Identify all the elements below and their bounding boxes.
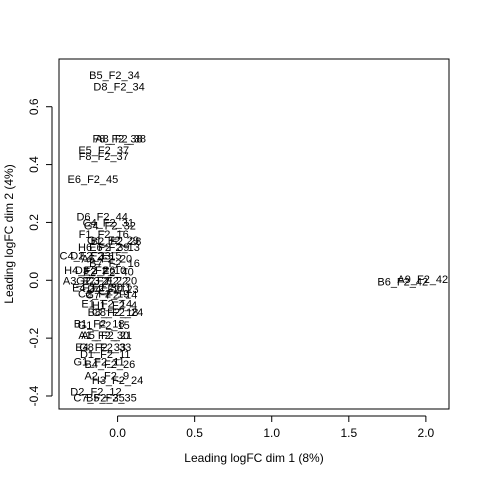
point-label: G7_F2_14 <box>85 290 137 302</box>
point-label: D2_F2_12 <box>70 387 121 399</box>
point-label: H1_F2_4 <box>92 300 137 312</box>
y-axis: -0.4 -0.2 0.0 0.2 0.4 0.6 <box>27 98 53 406</box>
point-label: G1_F2_11 <box>73 356 124 368</box>
point-label: G2_F2_22 <box>76 275 128 287</box>
point-label: D8_F2_34 <box>93 81 144 93</box>
point-label: G1_F2_15 <box>78 320 130 332</box>
point-label: D2_F2_15 <box>70 251 121 263</box>
point-label: B5_F2_35 <box>86 392 137 404</box>
point-label: A3_F2_21 <box>63 275 114 287</box>
point-label: C4_F2_31 <box>83 217 134 229</box>
point-label: E2_F2_40 <box>83 267 134 279</box>
y-tick-label: -0.2 <box>27 327 41 348</box>
point-label: A2_F2_9 <box>84 371 129 383</box>
x-axis-title: Leading logFC dim 1 (8%) <box>184 451 323 465</box>
y-tick-label: 0.2 <box>27 214 41 231</box>
point-label: G4_F2_32 <box>84 220 136 232</box>
point-label: B6_F2_42 <box>377 277 428 289</box>
point-label: C8_F2_24 <box>92 307 143 319</box>
point-label: C7_F2_35 <box>73 392 124 404</box>
point-label: A5_F2_21 <box>81 330 132 342</box>
y-tick-label: 0.4 <box>27 156 41 173</box>
point-label: B4_F2_26 <box>84 359 135 371</box>
x-tick-label: 0.0 <box>109 426 126 440</box>
point-label: D1_F2_11 <box>80 349 131 361</box>
point-label: E5_F2_37 <box>78 145 129 157</box>
point-label: D4_F2_23 <box>87 284 138 296</box>
point-label: E6_F2_13 <box>89 242 140 254</box>
x-tick-label: 1.0 <box>263 426 280 440</box>
point-label: H6_F2_39 <box>78 242 129 254</box>
point-label: D3_F2_10 <box>75 265 126 277</box>
point-label: F8_F2_38 <box>92 134 142 146</box>
point-label: H3_F2_24 <box>92 375 143 387</box>
y-axis-title: Leading logFC dim 2 (4%) <box>2 164 16 303</box>
x-tick-label: 0.5 <box>186 426 203 440</box>
x-tick-label: 1.5 <box>340 426 357 440</box>
point-label: A8_F2_38 <box>95 134 146 146</box>
point-label: E1_F2_14 <box>81 298 132 310</box>
point-label: B7_F2_16 <box>89 258 140 270</box>
point-label: B8_F2_18 <box>88 307 139 319</box>
point-label: F1_F2_16 <box>79 229 129 241</box>
point-label: B1_F2_18 <box>74 319 125 331</box>
point-label: B2_F2_28 <box>91 236 142 248</box>
y-tick-label: -0.4 <box>27 385 41 406</box>
point-label: F8_F2_37 <box>79 151 129 163</box>
x-axis: 0.0 0.5 1.0 1.5 2.0 <box>109 415 435 440</box>
point-label: G8_F2_33 <box>79 342 131 354</box>
point-label: A1_F2_30 <box>78 330 129 342</box>
point-label: C3_F2_20 <box>86 275 137 287</box>
point-label: F2_F2_11 <box>82 283 131 295</box>
x-tick-label: 2.0 <box>418 426 435 440</box>
point-label: A9_F2_42 <box>397 274 448 286</box>
point-label: C4_F2_33 <box>60 251 111 263</box>
point-label: E4_F2_33 <box>75 342 126 354</box>
y-tick-label: 0.6 <box>27 98 41 115</box>
y-tick-label: 0.0 <box>27 272 41 289</box>
plot-frame <box>58 58 450 410</box>
point-label: B5_F2_34 <box>89 70 140 82</box>
point-label: E4_F2_30 <box>72 283 123 295</box>
point-label: C2_F2_19 <box>78 288 129 300</box>
point-label: H4_F2_26 <box>64 265 115 277</box>
point-label: A5_F2_20 <box>81 254 132 266</box>
point-label: E6_F2_45 <box>68 174 119 186</box>
point-label: G1_F2_29 <box>87 235 139 247</box>
point-label: D6_F2_44 <box>76 212 127 224</box>
